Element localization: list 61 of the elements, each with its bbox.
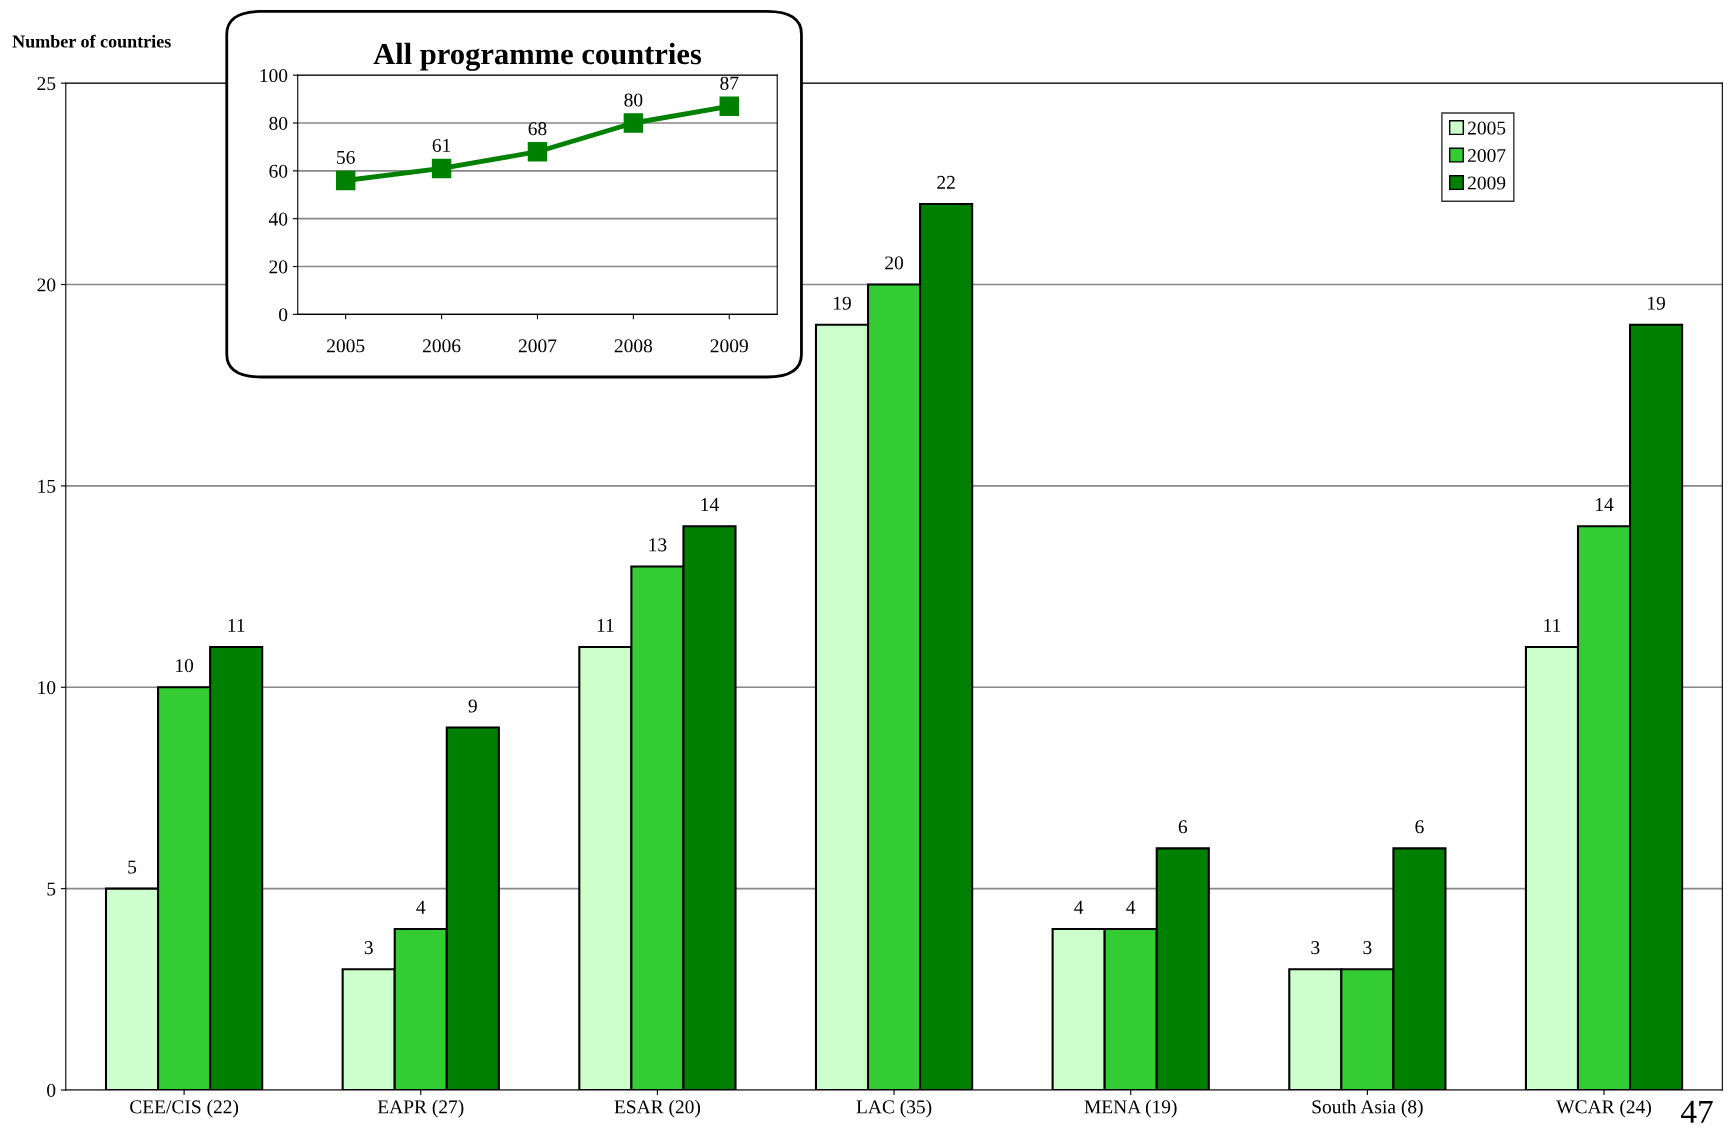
- y-tick-label: 80: [269, 116, 288, 130]
- legend-label: 2009: [1468, 176, 1506, 190]
- x-tick-label: ESAR (20): [614, 1099, 701, 1118]
- data-label: 14: [1596, 498, 1614, 511]
- data-label: 19: [833, 296, 851, 310]
- data-label: 10: [176, 659, 194, 673]
- x-tick-label: South Asia (8): [1312, 1099, 1423, 1118]
- x-tick-label: 2006: [422, 339, 461, 353]
- y-axis-title: Number of countries: [12, 34, 171, 48]
- point: [623, 113, 644, 133]
- y-tick-label: 25: [37, 77, 56, 91]
- data-label: 14: [701, 498, 719, 511]
- y-tick-label: 0: [47, 1083, 56, 1097]
- data-label: 9: [468, 699, 477, 713]
- data-label: 61: [432, 138, 451, 152]
- y-tick-label: 20: [37, 278, 56, 292]
- x-tick-label: 2009: [710, 339, 748, 353]
- point: [719, 96, 739, 116]
- data-label: 68: [528, 122, 547, 136]
- y-tick-label: 100: [260, 68, 288, 83]
- data-label: 11: [597, 618, 614, 632]
- point: [527, 141, 548, 162]
- chart-title: All programme countries: [373, 42, 702, 71]
- data-label: 11: [228, 618, 245, 632]
- y-tick-label: 20: [269, 260, 288, 274]
- data-label: 4: [1074, 900, 1084, 914]
- data-label: 4: [416, 900, 426, 914]
- data-label: 87: [720, 76, 739, 90]
- data-label: 5: [128, 860, 137, 874]
- x-tick-label: CEE/CIS (22): [130, 1099, 239, 1118]
- data-label: 11: [1544, 618, 1561, 632]
- y-tick-label: 60: [269, 164, 288, 178]
- x-tick-label: EAPR (27): [377, 1099, 464, 1118]
- y-tick-label: 5: [47, 882, 56, 896]
- x-tick-label: MENA (19): [1084, 1099, 1177, 1118]
- x-tick-label: LAC (35): [856, 1099, 932, 1118]
- y-tick-label: 10: [38, 681, 56, 695]
- data-label: 3: [1311, 941, 1320, 955]
- data-label: 3: [364, 941, 373, 955]
- point: [431, 158, 452, 179]
- y-tick-label: 40: [268, 212, 288, 226]
- x-tick-label: WCAR (24): [1556, 1099, 1651, 1118]
- data-label: 6: [1415, 820, 1424, 834]
- data-label: 19: [1648, 296, 1666, 310]
- data-label: 22: [937, 175, 955, 189]
- legend-label: 2005: [1468, 121, 1506, 135]
- x-tick-label: 2008: [614, 339, 653, 353]
- data-label: 80: [624, 93, 643, 107]
- y-tick-label: 15: [38, 479, 56, 493]
- legend-label: 2007: [1468, 148, 1506, 163]
- data-label: 13: [649, 538, 667, 552]
- data-label: 20: [885, 256, 904, 270]
- data-label: 56: [337, 150, 355, 164]
- data-label: 6: [1178, 820, 1188, 834]
- y-tick-label: 0: [279, 308, 288, 322]
- text: 47: [1681, 1100, 1713, 1123]
- x-tick-label: 2005: [327, 339, 365, 353]
- data-label: 3: [1363, 941, 1372, 955]
- point: [335, 170, 356, 191]
- x-tick-label: 2007: [518, 339, 557, 353]
- data-label: 4: [1126, 900, 1136, 914]
